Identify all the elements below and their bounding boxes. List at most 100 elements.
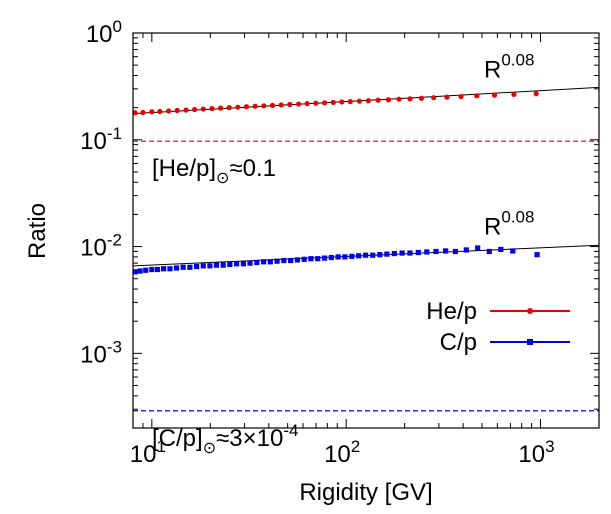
data-point bbox=[431, 95, 437, 101]
data-point bbox=[534, 252, 540, 258]
x-tick-exponent: 3 bbox=[545, 437, 554, 456]
data-point bbox=[207, 263, 213, 269]
data-point bbox=[294, 257, 300, 263]
y-tick-label: 10-3 bbox=[80, 337, 122, 368]
data-point bbox=[377, 252, 383, 258]
data-point bbox=[418, 95, 425, 101]
reference-label-value: ≈3×10 bbox=[216, 425, 283, 452]
data-point bbox=[140, 109, 146, 116]
x-tick-base: 10 bbox=[324, 441, 351, 468]
data-point bbox=[143, 267, 149, 273]
data-point bbox=[288, 257, 294, 264]
data-point bbox=[474, 93, 480, 99]
x-tick-exponent: 2 bbox=[351, 437, 360, 456]
data-point bbox=[261, 103, 267, 109]
reference-label: [He/p]⊙≈0.1 bbox=[152, 155, 276, 187]
fit-label: R0.08 bbox=[484, 51, 534, 84]
x-tick-label: 102 bbox=[324, 437, 360, 468]
data-point bbox=[166, 108, 172, 114]
data-point bbox=[396, 96, 402, 102]
data-point bbox=[363, 252, 369, 258]
data-point bbox=[213, 262, 220, 268]
data-point bbox=[149, 266, 155, 273]
data-point bbox=[510, 248, 516, 254]
data-point bbox=[370, 252, 376, 258]
data-point bbox=[174, 107, 180, 114]
data-point bbox=[356, 98, 363, 104]
data-point bbox=[261, 259, 267, 265]
fit-label: R0.08 bbox=[484, 208, 534, 241]
y-axis-label: Ratio bbox=[24, 203, 51, 259]
data-point bbox=[187, 264, 193, 270]
data-point bbox=[491, 92, 498, 98]
data-point bbox=[278, 102, 284, 108]
data-point bbox=[511, 91, 517, 98]
data-point bbox=[287, 101, 293, 108]
legend-marker bbox=[527, 339, 533, 345]
reference-label-value: ≈0.1 bbox=[229, 155, 276, 182]
y-tick-exponent: -2 bbox=[107, 231, 122, 250]
data-point bbox=[220, 262, 226, 268]
data-point bbox=[154, 266, 161, 273]
data-point bbox=[247, 260, 253, 266]
series-c-p bbox=[132, 245, 540, 275]
data-point bbox=[458, 93, 464, 100]
data-point bbox=[347, 98, 353, 105]
data-point bbox=[498, 246, 504, 253]
data-point bbox=[533, 91, 539, 97]
data-point bbox=[137, 268, 143, 274]
reference-lines bbox=[133, 140, 599, 412]
series-he-p bbox=[132, 91, 539, 116]
data-point bbox=[227, 261, 233, 268]
data-point bbox=[200, 263, 206, 269]
sun-symbol-icon: ⊙ bbox=[203, 440, 216, 457]
data-point bbox=[475, 245, 481, 251]
data-point bbox=[167, 266, 173, 272]
data-point bbox=[356, 253, 362, 259]
data-point bbox=[304, 101, 310, 107]
fit-label-base: R bbox=[484, 214, 501, 241]
y-tick-base: 10 bbox=[86, 21, 113, 48]
x-tick-base: 10 bbox=[518, 441, 545, 468]
data-point bbox=[433, 248, 439, 255]
data-point bbox=[161, 266, 167, 272]
data-point bbox=[235, 104, 241, 110]
data-point bbox=[365, 98, 371, 104]
y-tick-exponent: 0 bbox=[113, 17, 122, 36]
data-point bbox=[226, 105, 232, 111]
y-tick-label: 10-1 bbox=[80, 124, 122, 155]
data-point bbox=[200, 106, 206, 112]
data-point bbox=[209, 105, 215, 112]
data-point bbox=[313, 100, 319, 106]
data-point bbox=[463, 247, 469, 253]
data-point bbox=[399, 250, 405, 256]
data-point bbox=[407, 96, 413, 102]
data-point bbox=[321, 100, 328, 106]
sun-symbol-icon: ⊙ bbox=[216, 170, 229, 187]
data-point bbox=[349, 253, 355, 259]
data-point bbox=[330, 99, 336, 105]
label-layer: 101 102 10310-310-210-1100[He/p]⊙≈0.1[C/p]… bbox=[80, 17, 554, 468]
data-point bbox=[132, 269, 138, 275]
data-point bbox=[157, 108, 163, 115]
data-point bbox=[254, 259, 260, 266]
data-point bbox=[295, 101, 302, 107]
legend-label: He/p bbox=[426, 298, 477, 325]
data-point bbox=[233, 261, 240, 267]
data-point bbox=[180, 264, 186, 270]
reference-label-main: [He/p] bbox=[152, 155, 216, 182]
data-point bbox=[218, 105, 224, 111]
reference-label: [C/p]⊙≈3×10-4 bbox=[152, 421, 298, 457]
fit-label-base: R bbox=[484, 57, 501, 84]
data-point bbox=[452, 248, 459, 255]
data-point bbox=[281, 257, 287, 264]
data-point bbox=[407, 250, 413, 256]
reference-label-main: [C/p] bbox=[152, 425, 203, 452]
data-point bbox=[194, 263, 200, 270]
x-tick-exponent: 1 bbox=[156, 437, 165, 456]
fit-label-exponent: 0.08 bbox=[501, 51, 534, 70]
y-tick-label: 10-2 bbox=[80, 231, 122, 262]
legend-label: C/p bbox=[440, 329, 477, 356]
y-tick-exponent: -3 bbox=[107, 337, 122, 356]
data-point bbox=[415, 249, 421, 256]
